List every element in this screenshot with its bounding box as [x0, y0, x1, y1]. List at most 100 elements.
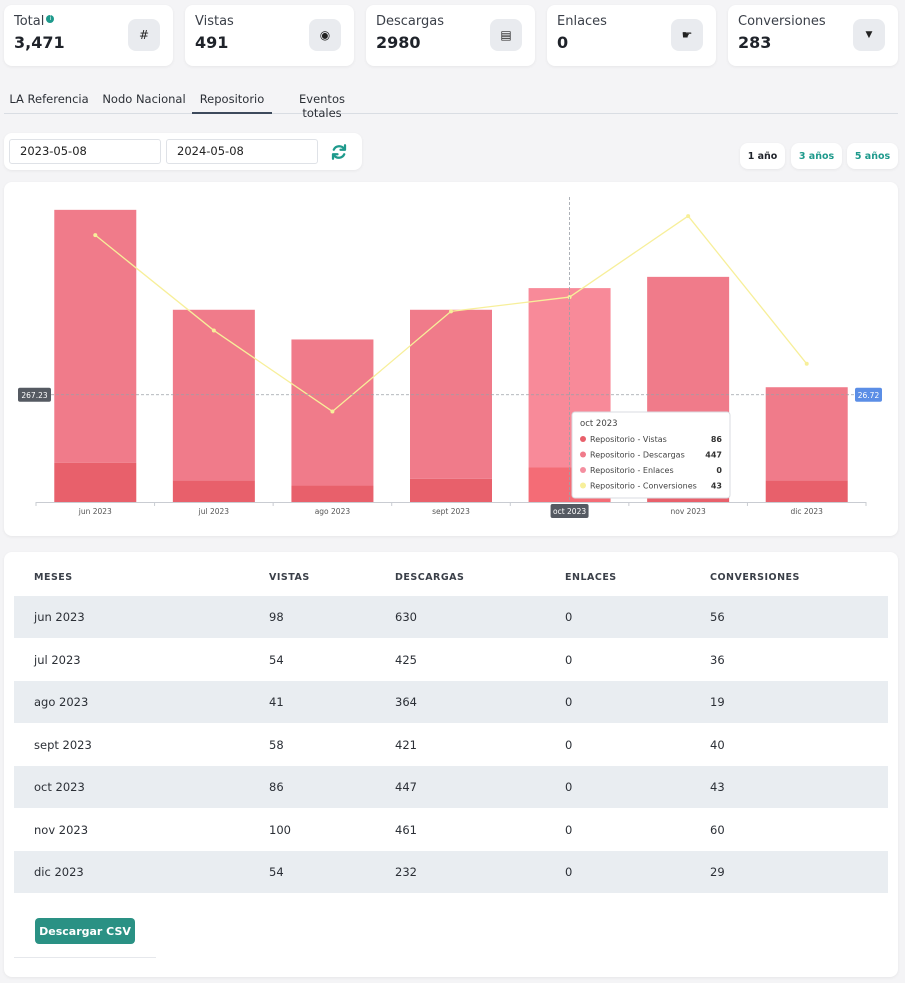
tooltip-series-name: Repositorio - Vistas: [590, 435, 667, 444]
cell-descargas: 232: [395, 865, 417, 879]
bar-descargas: [765, 387, 848, 481]
cell-enlaces: 0: [565, 610, 573, 624]
x-tick-label: ago 2023: [315, 507, 351, 516]
stat-card-vistas: Vistas 491 ◉: [185, 5, 354, 66]
header-meses: MESES: [34, 572, 73, 583]
bar-vistas: [172, 480, 255, 502]
cell-descargas: 630: [395, 610, 417, 624]
date-to-input[interactable]: 2024-05-08: [166, 139, 318, 164]
stat-value: 0: [557, 33, 569, 52]
cell-conversiones: 60: [710, 822, 725, 837]
cell-month: oct 2023: [34, 780, 85, 794]
bar-vistas: [54, 462, 137, 502]
header-vistas: VISTAS: [269, 572, 310, 583]
cell-enlaces: 0: [565, 695, 573, 709]
date-range-bar: 2023-05-08 2024-05-08: [4, 133, 362, 170]
cell-vistas: 41: [269, 695, 284, 709]
chart-card: jun 2023 jul 2023 ago 2023 sept 2023 oct 202…: [4, 182, 898, 536]
table-row: sept 2023 58 421 0 40: [14, 724, 888, 766]
cell-enlaces: 0: [565, 865, 573, 879]
cell-month: nov 2023: [34, 822, 89, 837]
x-tick-label: nov 2023: [671, 507, 706, 516]
stacked-bar-line-chart: jun 2023 jul 2023 ago 2023 sept 2023 oct 202…: [18, 197, 882, 518]
table-row: dic 2023 54 232 0 29: [14, 851, 888, 893]
stat-value: 491: [195, 33, 229, 52]
tab-eventos-totales[interactable]: Eventos totales: [299, 92, 345, 120]
cell-vistas: 54: [269, 652, 284, 667]
cell-descargas: 421: [395, 737, 417, 752]
range-3-years-button[interactable]: 3 años: [791, 143, 842, 169]
stat-label: Enlaces: [557, 14, 607, 29]
cell-enlaces: 0: [565, 652, 573, 667]
cell-conversiones: 43: [710, 780, 725, 794]
download-csv-button[interactable]: Descargar CSV: [35, 918, 135, 944]
tooltip-series-name: Repositorio - Enlaces: [590, 466, 674, 475]
crosshair-left-value: 267.23: [21, 391, 47, 400]
date-from-input[interactable]: 2023-05-08: [9, 139, 161, 164]
line-point: [449, 309, 453, 314]
stat-card-enlaces: Enlaces 0 ☛: [547, 5, 716, 66]
x-axis-highlight-badge: [550, 504, 589, 518]
cell-month: jun 2023: [34, 610, 85, 624]
stat-card-conversiones: Conversiones 283 ▼: [728, 5, 898, 66]
stat-card-descargas: Descargas 2980 ▤: [366, 5, 535, 66]
x-tick-label: dic 2023: [790, 507, 823, 516]
table-row: nov 2023 100 461 0 60: [14, 809, 888, 851]
cell-month: sept 2023: [34, 737, 92, 752]
cell-enlaces: 0: [565, 822, 573, 837]
tooltip-series-value: 43: [711, 482, 722, 491]
cell-conversiones: 29: [710, 865, 725, 879]
tab-la-referencia[interactable]: LA Referencia: [9, 92, 89, 106]
stat-label: Descargas: [376, 14, 445, 29]
hash-icon: #: [128, 19, 160, 51]
cell-enlaces: 0: [565, 780, 573, 794]
refresh-icon[interactable]: [330, 143, 348, 161]
line-point: [686, 214, 691, 219]
cell-vistas: 86: [269, 780, 284, 794]
stat-card-total: Total i 3,471 #: [4, 5, 173, 66]
stat-label: Total: [14, 14, 45, 29]
tab-repositorio[interactable]: Repositorio: [192, 87, 272, 114]
bar-descargas: [54, 209, 137, 463]
cell-vistas: 98: [269, 610, 284, 624]
header-conversiones: CONVERSIONES: [710, 572, 800, 583]
tooltip-series-dot: [580, 436, 586, 442]
stat-value: 283: [738, 33, 772, 52]
stat-label: Vistas: [195, 14, 234, 29]
stat-label: Conversiones: [738, 14, 826, 29]
line-point: [330, 409, 335, 414]
table-row: oct 2023 86 447 0 43: [14, 766, 888, 808]
cell-descargas: 461: [395, 822, 417, 837]
bar-vistas: [765, 480, 848, 502]
info-icon[interactable]: i: [46, 15, 55, 23]
x-tick-label: jun 2023: [78, 507, 112, 516]
table-row: ago 2023 41 364 0 19: [14, 681, 888, 723]
cell-descargas: 364: [395, 695, 417, 709]
table-row: jul 2023 54 425 0 36: [14, 639, 888, 681]
tooltip-series-dot: [580, 451, 586, 458]
crosshair-left-badge: [18, 387, 51, 402]
crosshair-right-value: 26.72: [858, 391, 880, 400]
tooltip-series-name: Repositorio - Conversiones: [590, 482, 697, 491]
tooltip-series-value: 0: [716, 466, 722, 475]
cell-conversiones: 40: [710, 737, 725, 752]
file-download-icon: ▤: [490, 19, 522, 51]
stat-value: 2980: [376, 33, 421, 52]
cell-conversiones: 36: [710, 652, 725, 667]
tab-nodo-nacional[interactable]: Nodo Nacional: [102, 92, 186, 106]
bar-vistas: [291, 485, 374, 502]
tooltip-box: [571, 411, 731, 499]
table-header: MESES VISTAS DESCARGAS ENLACES CONVERSIO…: [14, 568, 888, 596]
x-tick-label: oct 2023: [553, 507, 586, 516]
cell-month: ago 2023: [34, 695, 89, 709]
tooltip-series-dot: [580, 482, 586, 489]
cell-vistas: 54: [269, 865, 284, 879]
x-tick-label: jul 2023: [198, 507, 230, 516]
range-1-year-button[interactable]: 1 año: [740, 143, 785, 169]
tooltip-series-value: 447: [705, 451, 722, 460]
header-descargas: DESCARGAS: [395, 572, 465, 583]
filter-icon: ▼: [853, 19, 885, 51]
range-5-years-button[interactable]: 5 años: [847, 143, 898, 169]
line-point: [804, 361, 809, 366]
cell-descargas: 447: [395, 780, 417, 794]
